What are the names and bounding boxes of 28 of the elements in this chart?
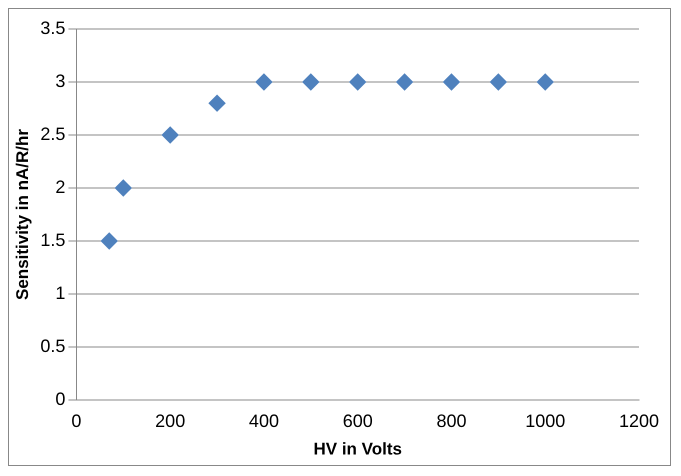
point [442, 74, 460, 90]
y-tick-label: 2.5 [40, 124, 66, 144]
y-tick-label: 3 [55, 70, 66, 91]
point [536, 74, 554, 90]
y-tick-label: 1 [55, 282, 66, 303]
x-tick-label: 200 [155, 410, 186, 431]
x-tick-label: 1200 [618, 410, 660, 431]
point [396, 74, 414, 90]
point [302, 74, 320, 90]
x-tick-label: 400 [248, 410, 279, 431]
point [162, 126, 179, 144]
y-tick-label: 1.5 [40, 230, 66, 250]
point [100, 232, 118, 250]
point [349, 74, 366, 90]
x-axis-title: HV in Volts [313, 439, 402, 458]
x-tick-label: 1000 [525, 410, 566, 431]
x-tick-label: 0 [71, 410, 82, 431]
point [114, 180, 132, 196]
x-tick-label: 600 [342, 410, 373, 431]
point [208, 94, 226, 112]
y-tick-label: 0 [55, 388, 66, 409]
y-axis-title: Sensitivity in nA/R/hr [12, 128, 32, 300]
x-tick-label: 800 [436, 410, 466, 431]
point [255, 74, 272, 90]
y-tick-label: 2 [55, 176, 66, 197]
y-tick-label: 3.5 [40, 18, 66, 38]
y-tick-label: 0.5 [40, 336, 66, 356]
point [490, 74, 507, 90]
